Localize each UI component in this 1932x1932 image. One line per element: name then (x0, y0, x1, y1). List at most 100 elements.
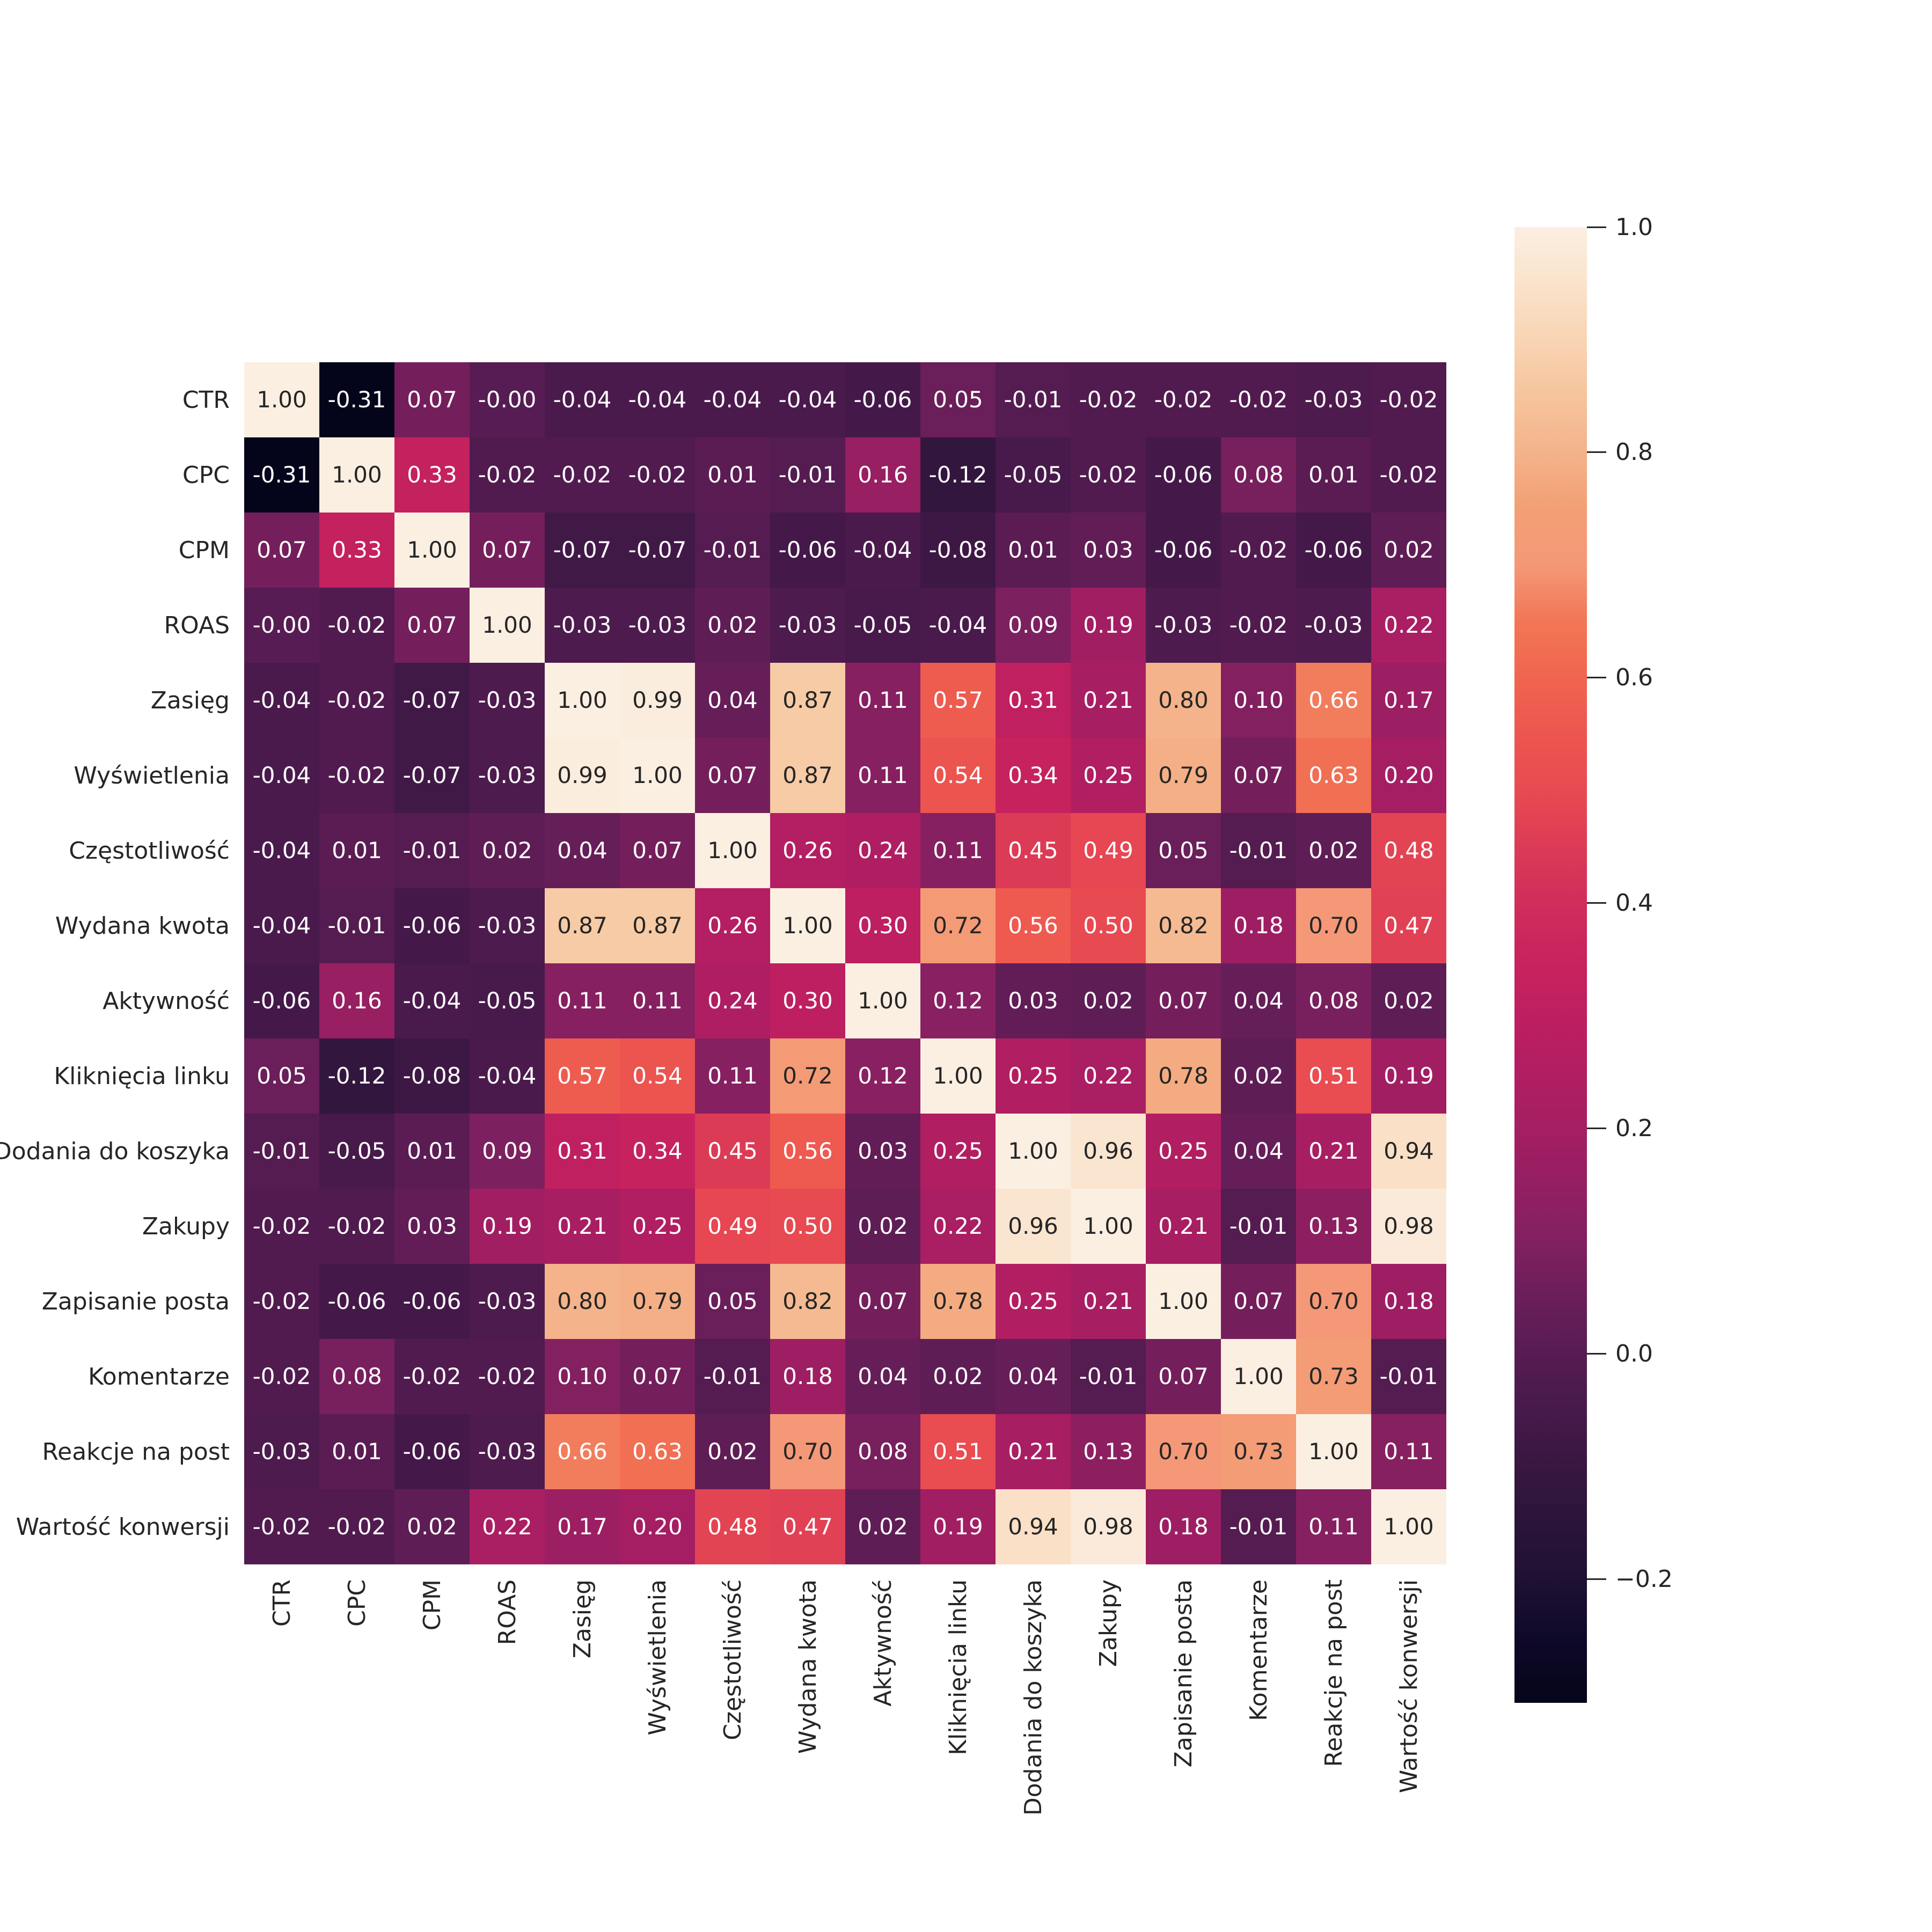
colorbar-tick-label: −0.2 (1615, 1565, 1673, 1593)
heatmap-cell: 0.03 (1071, 513, 1146, 588)
heatmap-cell: 0.21 (545, 1189, 620, 1264)
heatmap-cell: -0.04 (244, 888, 319, 963)
heatmap-cell: -0.06 (1296, 513, 1371, 588)
y-tick-label: CPM (178, 536, 230, 564)
heatmap-cell: -0.02 (319, 1189, 394, 1264)
heatmap-cell: -0.04 (620, 362, 695, 437)
heatmap-cell: 0.30 (845, 888, 920, 963)
heatmap-cell: -0.07 (620, 513, 695, 588)
colorbar-tick-label: 0.8 (1615, 438, 1653, 466)
heatmap-cell: 0.01 (695, 437, 770, 513)
heatmap-cell: -0.02 (545, 437, 620, 513)
heatmap-cell: 0.51 (920, 1414, 996, 1489)
heatmap-cell: 0.20 (620, 1489, 695, 1564)
heatmap-cell: -0.04 (845, 513, 920, 588)
heatmap-cell: 0.07 (1221, 738, 1296, 813)
heatmap-cell: 0.02 (1071, 963, 1146, 1038)
x-tick-label: Kliknięcia linku (944, 1579, 972, 1755)
heatmap-cell: -0.04 (394, 963, 470, 1038)
heatmap-cell: 0.66 (1296, 663, 1371, 738)
heatmap-cell: -0.02 (394, 1339, 470, 1414)
heatmap-cell: -0.02 (244, 1489, 319, 1564)
heatmap-cell: -0.00 (244, 588, 319, 663)
heatmap-cell: 0.02 (394, 1489, 470, 1564)
heatmap-cell: -0.01 (1371, 1339, 1446, 1414)
heatmap-cell: -0.05 (319, 1114, 394, 1189)
heatmap-cell: -0.02 (1221, 513, 1296, 588)
heatmap-cell: 0.22 (1371, 588, 1446, 663)
heatmap-cell: 0.07 (1146, 1339, 1221, 1414)
heatmap-cell: 0.57 (545, 1038, 620, 1114)
y-tick-label: Zasięg (150, 686, 230, 714)
heatmap-cell: -0.03 (1296, 362, 1371, 437)
heatmap-cell: 0.31 (545, 1114, 620, 1189)
heatmap-cell: -0.04 (244, 663, 319, 738)
heatmap-cell: -0.01 (394, 813, 470, 888)
heatmap-cell: 0.87 (545, 888, 620, 963)
heatmap-cell: 0.07 (470, 513, 545, 588)
heatmap-cell: 0.21 (1071, 663, 1146, 738)
heatmap-cell: 0.72 (920, 888, 996, 963)
heatmap-cell: -0.08 (920, 513, 996, 588)
colorbar-tick-mark (1587, 902, 1606, 904)
heatmap-cell: 1.00 (845, 963, 920, 1038)
heatmap-cell: -0.00 (470, 362, 545, 437)
heatmap-cell: 0.73 (1221, 1414, 1296, 1489)
heatmap-cell: -0.05 (470, 963, 545, 1038)
heatmap-cell: -0.06 (1146, 513, 1221, 588)
heatmap-cell: -0.06 (1146, 437, 1221, 513)
heatmap-cell: 0.07 (1221, 1264, 1296, 1339)
heatmap-cell: 1.00 (920, 1038, 996, 1114)
heatmap-cell: 0.02 (845, 1189, 920, 1264)
heatmap-cell: 1.00 (1221, 1339, 1296, 1414)
heatmap-cell: 0.11 (845, 738, 920, 813)
heatmap-cell: 0.05 (1146, 813, 1221, 888)
heatmap-cell: -0.04 (545, 362, 620, 437)
heatmap-cell: -0.03 (470, 1414, 545, 1489)
heatmap-cell: 0.04 (545, 813, 620, 888)
heatmap-cell: 0.12 (845, 1038, 920, 1114)
heatmap-cell: 0.99 (620, 663, 695, 738)
heatmap-cell: 0.22 (920, 1189, 996, 1264)
colorbar-tick-mark (1587, 451, 1606, 453)
heatmap-cell: 0.02 (1221, 1038, 1296, 1114)
heatmap-cell: 0.02 (1371, 513, 1446, 588)
heatmap-cell: -0.04 (244, 738, 319, 813)
heatmap-cell: 1.00 (770, 888, 845, 963)
heatmap-cell: 0.47 (770, 1489, 845, 1564)
heatmap-cell: 1.00 (620, 738, 695, 813)
heatmap-cell: 0.01 (319, 1414, 394, 1489)
heatmap-cell: 0.48 (695, 1489, 770, 1564)
heatmap-cell: 0.07 (394, 588, 470, 663)
heatmap-cell: -0.03 (470, 888, 545, 963)
heatmap-cell: 0.94 (996, 1489, 1071, 1564)
heatmap-cell: 0.25 (1146, 1114, 1221, 1189)
heatmap-cell: -0.06 (244, 963, 319, 1038)
heatmap-cell: 0.01 (319, 813, 394, 888)
heatmap-cell: 0.57 (920, 663, 996, 738)
heatmap-cell: 0.87 (770, 663, 845, 738)
heatmap-cell: -0.01 (1221, 1489, 1296, 1564)
heatmap-cell: 0.87 (620, 888, 695, 963)
colorbar-tick-label: 0.6 (1615, 664, 1653, 692)
heatmap-cell: -0.02 (1071, 437, 1146, 513)
heatmap-cell: -0.02 (319, 1489, 394, 1564)
colorbar-tick-mark (1587, 1127, 1606, 1129)
heatmap-cell: -0.01 (1071, 1339, 1146, 1414)
heatmap-cell: -0.04 (244, 813, 319, 888)
colorbar-tick-label: 0.2 (1615, 1114, 1653, 1142)
heatmap-cell: -0.08 (394, 1038, 470, 1114)
heatmap-cell: 0.21 (996, 1414, 1071, 1489)
heatmap-cell: -0.03 (1296, 588, 1371, 663)
y-tick-label: Zapisanie posta (41, 1287, 230, 1315)
heatmap-cell: 0.19 (470, 1189, 545, 1264)
x-tick-label: Wartość konwersji (1395, 1579, 1423, 1794)
heatmap-cell: 0.70 (1296, 1264, 1371, 1339)
heatmap-cell: -0.06 (394, 1414, 470, 1489)
heatmap-cell: -0.06 (394, 1264, 470, 1339)
heatmap-cell: -0.03 (470, 738, 545, 813)
heatmap-cell: 0.31 (996, 663, 1071, 738)
x-tick-label: Aktywność (869, 1579, 897, 1707)
heatmap-cell: -0.07 (394, 738, 470, 813)
